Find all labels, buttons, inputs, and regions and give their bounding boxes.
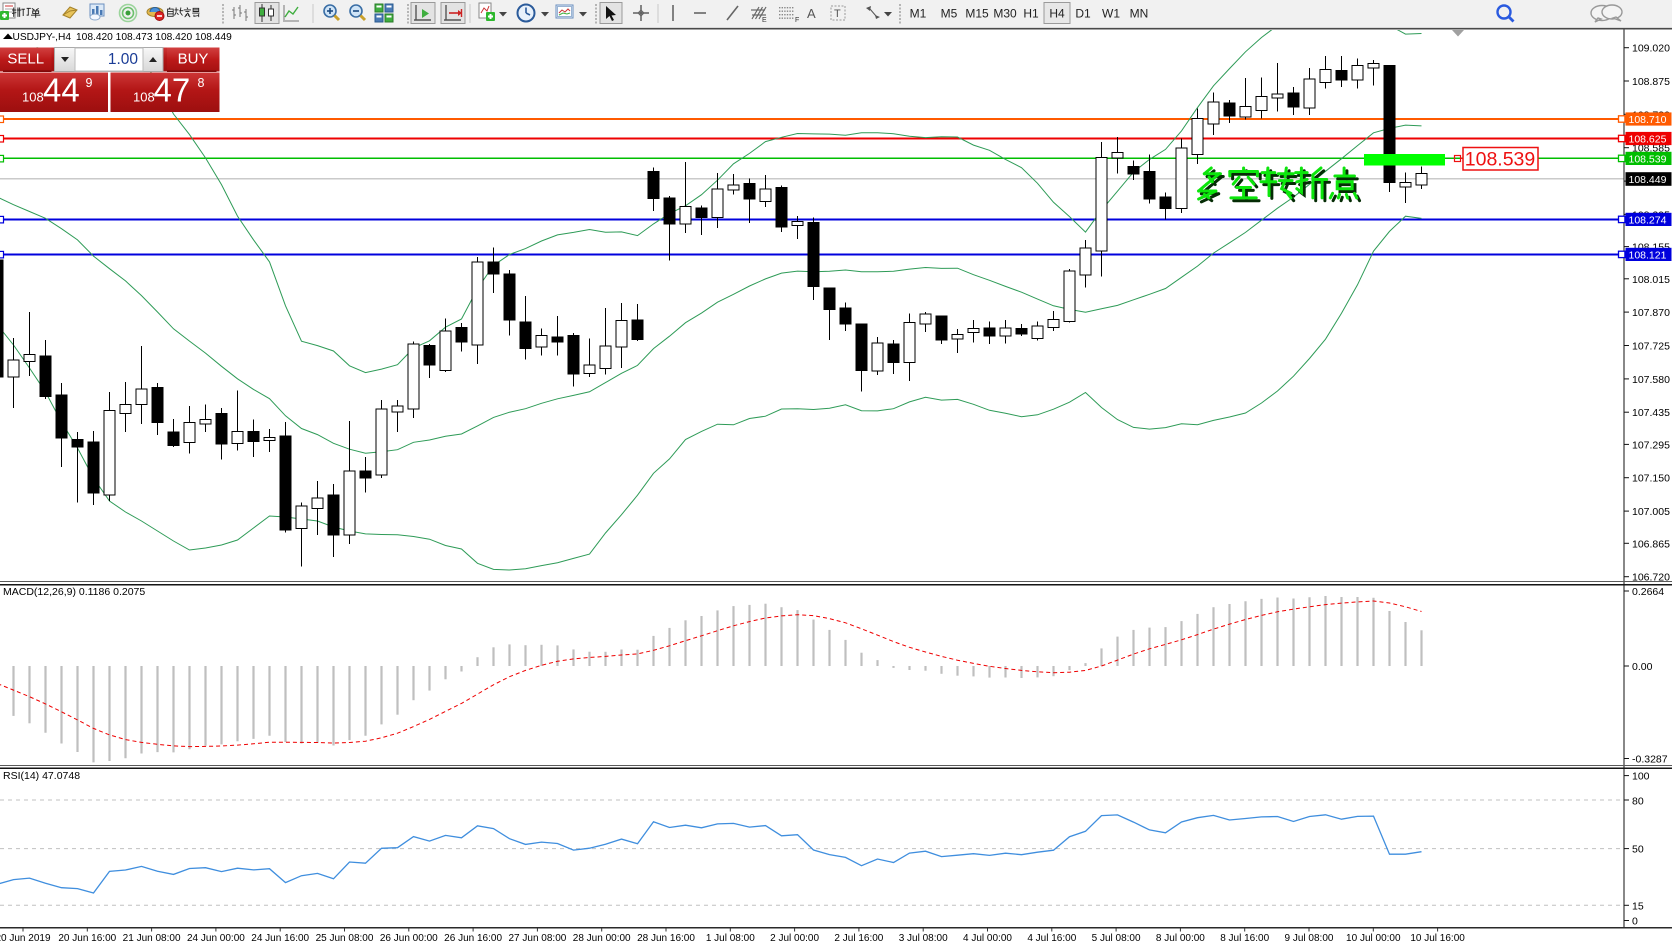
svg-text:28 Jun 00:00: 28 Jun 00:00 [573, 933, 631, 944]
svg-text:107.005: 107.005 [1632, 506, 1670, 518]
svg-text:24 Jun 00:00: 24 Jun 00:00 [187, 933, 245, 944]
svg-text:106.720: 106.720 [1632, 572, 1670, 584]
svg-text:108.121: 108.121 [1629, 250, 1667, 262]
svg-text:M30: M30 [993, 7, 1017, 21]
svg-text:109.020: 109.020 [1632, 43, 1670, 55]
svg-text:80: 80 [1632, 795, 1644, 807]
svg-text:M15: M15 [965, 7, 989, 21]
svg-text:108.710: 108.710 [1629, 114, 1667, 126]
svg-text:M5: M5 [941, 7, 958, 21]
svg-text:107.725: 107.725 [1632, 341, 1670, 353]
svg-text:108.420 108.473 108.420 108.44: 108.420 108.473 108.420 108.449 [76, 32, 232, 43]
svg-text:20 Jun 16:00: 20 Jun 16:00 [58, 933, 116, 944]
svg-text:26 Jun 16:00: 26 Jun 16:00 [444, 933, 502, 944]
svg-text:26 Jun 00:00: 26 Jun 00:00 [380, 933, 438, 944]
svg-text:9: 9 [86, 76, 93, 90]
svg-text:A: A [807, 6, 816, 21]
svg-text:RSI(14) 47.0748: RSI(14) 47.0748 [3, 770, 80, 782]
svg-text:2 Jul 16:00: 2 Jul 16:00 [834, 933, 883, 944]
svg-text:25 Jun 08:00: 25 Jun 08:00 [316, 933, 374, 944]
svg-text:20 Jun 2019: 20 Jun 2019 [0, 933, 51, 944]
svg-text:15: 15 [1632, 900, 1644, 912]
svg-text:47: 47 [154, 72, 191, 109]
svg-text:W1: W1 [1102, 7, 1120, 21]
svg-text:8 Jul 16:00: 8 Jul 16:00 [1220, 933, 1269, 944]
svg-text:E: E [762, 17, 767, 24]
svg-text:9 Jul 08:00: 9 Jul 08:00 [1285, 933, 1334, 944]
svg-text:50: 50 [1632, 844, 1644, 856]
svg-text:1.00: 1.00 [108, 51, 139, 68]
svg-text:28 Jun 16:00: 28 Jun 16:00 [637, 933, 695, 944]
svg-text:M1: M1 [910, 7, 927, 21]
svg-text:BUY: BUY [178, 51, 209, 68]
svg-text:SELL: SELL [7, 51, 44, 68]
svg-text:-0.3287: -0.3287 [1632, 754, 1668, 766]
svg-text:8: 8 [198, 76, 205, 90]
svg-text:MACD(12,26,9) 0.1186 0.2075: MACD(12,26,9) 0.1186 0.2075 [3, 586, 145, 598]
svg-text:107.580: 107.580 [1632, 374, 1670, 386]
svg-text:21 Jun 08:00: 21 Jun 08:00 [123, 933, 181, 944]
svg-text:H4: H4 [1049, 7, 1065, 21]
svg-text:108.585: 108.585 [1632, 143, 1670, 155]
svg-text:24 Jun 16:00: 24 Jun 16:00 [251, 933, 309, 944]
svg-text:108.875: 108.875 [1632, 76, 1670, 88]
svg-text:10 Jul 16:00: 10 Jul 16:00 [1410, 933, 1465, 944]
svg-text:108.015: 108.015 [1632, 274, 1670, 286]
svg-text:0.2664: 0.2664 [1632, 586, 1664, 598]
svg-text:44: 44 [43, 72, 80, 109]
svg-text:27 Jun 08:00: 27 Jun 08:00 [508, 933, 566, 944]
svg-text:108.274: 108.274 [1629, 215, 1667, 227]
svg-text:5 Jul 08:00: 5 Jul 08:00 [1092, 933, 1141, 944]
svg-text:108.449: 108.449 [1629, 174, 1667, 186]
svg-text:1 Jul 08:00: 1 Jul 08:00 [706, 933, 755, 944]
svg-text:106.865: 106.865 [1632, 538, 1670, 550]
svg-text:107.295: 107.295 [1632, 439, 1670, 451]
svg-text:T: T [834, 8, 841, 20]
svg-text:108.539: 108.539 [1465, 149, 1536, 171]
svg-text:MN: MN [1130, 7, 1149, 21]
svg-text:10 Jul 00:00: 10 Jul 00:00 [1346, 933, 1401, 944]
svg-text:108.539: 108.539 [1629, 154, 1667, 166]
svg-text:H1: H1 [1023, 7, 1039, 21]
svg-text:8 Jul 00:00: 8 Jul 00:00 [1156, 933, 1205, 944]
svg-text:107.870: 107.870 [1632, 307, 1670, 319]
svg-text:D1: D1 [1075, 7, 1091, 21]
svg-text:USDJPY-,H4: USDJPY-,H4 [13, 32, 72, 43]
svg-text:0: 0 [1632, 916, 1638, 928]
svg-text:4 Jul 00:00: 4 Jul 00:00 [963, 933, 1012, 944]
svg-text:100: 100 [1632, 771, 1650, 783]
svg-text:3 Jul 08:00: 3 Jul 08:00 [899, 933, 948, 944]
svg-text:107.435: 107.435 [1632, 407, 1670, 419]
svg-text:108: 108 [22, 90, 44, 105]
svg-text:F: F [795, 17, 799, 24]
svg-text:0.00: 0.00 [1632, 661, 1653, 673]
svg-text:4 Jul 16:00: 4 Jul 16:00 [1027, 933, 1076, 944]
svg-text:108.625: 108.625 [1629, 134, 1667, 146]
svg-text:108: 108 [133, 90, 155, 105]
svg-text:107.150: 107.150 [1632, 473, 1670, 485]
svg-text:2 Jul 00:00: 2 Jul 00:00 [770, 933, 819, 944]
